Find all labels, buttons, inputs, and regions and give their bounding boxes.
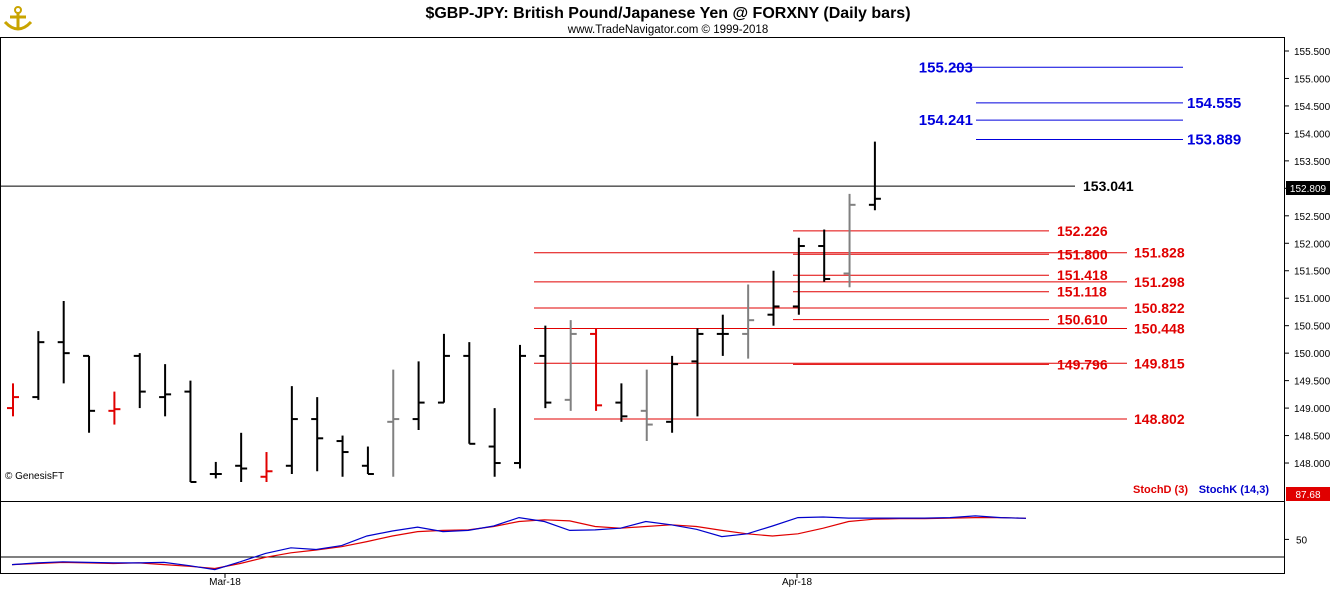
ohlc-bar <box>311 397 324 472</box>
x-axis: Mar-18 Apr-18 <box>209 574 812 588</box>
chart-subtitle: www.TradeNavigator.com © 1999-2018 <box>567 24 768 36</box>
price-level-label: 151.800 <box>1057 246 1108 262</box>
price-axis-label: 155.500 <box>1294 47 1331 58</box>
ohlc-bar <box>209 461 222 479</box>
stoch-value-label: 87.68 <box>1295 490 1320 501</box>
ohlc-bar <box>666 355 679 433</box>
stoch-series-line <box>11 515 1027 571</box>
header-band <box>0 0 1336 37</box>
price-axis-label: 152.000 <box>1294 239 1331 250</box>
price-axis-label: 151.000 <box>1294 294 1331 305</box>
ohlc-bar <box>843 193 856 288</box>
price-level-label: 150.822 <box>1134 300 1185 316</box>
price-level-label: 150.448 <box>1134 321 1185 337</box>
legend-stochk: StochK (14,3) <box>1199 484 1270 496</box>
price-level-label: 155.203 <box>919 59 973 76</box>
ohlc-bar <box>235 432 248 482</box>
price-bars <box>7 141 881 483</box>
price-level-label: 149.815 <box>1134 355 1185 371</box>
stoch-series-line <box>11 516 1027 570</box>
price-axis-label: 150.500 <box>1294 322 1331 333</box>
last-price-label: 152.809 <box>1290 184 1327 195</box>
ohlc-bar <box>108 391 121 425</box>
price-axis-label: 154.000 <box>1294 129 1331 140</box>
last-price-tag <box>1286 181 1330 195</box>
ohlc-bar <box>488 408 501 477</box>
ohlc-bar <box>691 328 704 417</box>
ohlc-bar <box>539 325 552 409</box>
ohlc-bar <box>83 354 96 433</box>
price-axis-label: 154.500 <box>1294 102 1331 113</box>
ohlc-bar <box>792 237 805 315</box>
ohlc-bar <box>412 361 425 431</box>
ohlc-bar <box>7 383 19 417</box>
price-levels: 155.203 154.555 154.241 153.889 153.041 152.2… <box>0 59 1241 427</box>
ohlc-bar <box>868 141 881 211</box>
stoch-axis: 50 <box>1284 535 1308 546</box>
ohlc-bar <box>285 386 298 475</box>
watermark-text: © GenesisFT <box>5 471 64 482</box>
x-axis-label: Mar-18 <box>209 577 241 588</box>
price-axis-label: 148.500 <box>1294 432 1331 443</box>
ohlc-bar <box>184 380 197 483</box>
ohlc-bar <box>159 364 172 417</box>
price-axis-label: 148.000 <box>1294 459 1331 470</box>
price-level-label: 151.418 <box>1057 267 1108 283</box>
price-level-label: 153.889 <box>1187 131 1241 148</box>
price-level-label: 148.802 <box>1134 411 1185 427</box>
ohlc-bar <box>361 446 374 476</box>
stoch-panel-frame <box>0 501 1285 574</box>
ohlc-bar <box>767 270 780 326</box>
x-axis-label: Apr-18 <box>782 577 812 588</box>
price-axis-label: 151.500 <box>1294 267 1331 278</box>
price-axis-label: 155.000 <box>1294 74 1331 85</box>
price-axis-label: 150.000 <box>1294 349 1331 360</box>
ohlc-bar <box>336 435 349 477</box>
price-level-label: 154.241 <box>919 112 973 129</box>
chart-title: $GBP-JPY: British Pound/Japanese Yen @ F… <box>425 5 910 22</box>
price-axis-label: 153.500 <box>1294 157 1331 168</box>
price-level-label: 154.555 <box>1187 95 1241 112</box>
price-level-label: 153.041 <box>1083 178 1134 194</box>
ohlc-bar <box>716 314 729 356</box>
ohlc-bar <box>742 284 755 359</box>
price-axis-label: 149.000 <box>1294 404 1331 415</box>
stoch-axis-label: 50 <box>1296 535 1308 546</box>
price-level-label: 150.610 <box>1057 312 1108 328</box>
price-level-label: 151.828 <box>1134 245 1185 261</box>
price-level-label: 149.796 <box>1057 356 1108 372</box>
stoch-value-tag <box>1286 487 1330 501</box>
ohlc-bar <box>640 369 653 442</box>
stoch-lines <box>11 515 1027 571</box>
price-axis-label: 152.500 <box>1294 212 1331 223</box>
ohlc-bar <box>57 300 70 384</box>
ohlc-bar <box>818 229 831 282</box>
ohlc-bar <box>437 333 450 404</box>
price-level-label: 152.226 <box>1057 223 1108 239</box>
price-axis: 148.000 148.500 149.000 149.500 150.000 150.5… <box>1284 47 1331 470</box>
ohlc-bar <box>514 344 526 469</box>
price-level-label: 151.298 <box>1134 274 1185 290</box>
ohlc-bar <box>615 383 628 422</box>
ohlc-bar <box>564 320 577 411</box>
ohlc-bar <box>260 452 273 482</box>
ohlc-bar <box>387 369 400 477</box>
ohlc-bar <box>590 328 603 411</box>
price-level-label: 151.118 <box>1057 284 1107 300</box>
ohlc-bar <box>32 331 45 400</box>
legend-stochd: StochD (3) <box>1133 484 1188 496</box>
anchor-logo-icon <box>3 6 33 31</box>
ohlc-bar <box>133 353 146 409</box>
ohlc-bar <box>463 342 476 445</box>
price-axis-label: 149.500 <box>1294 377 1331 388</box>
